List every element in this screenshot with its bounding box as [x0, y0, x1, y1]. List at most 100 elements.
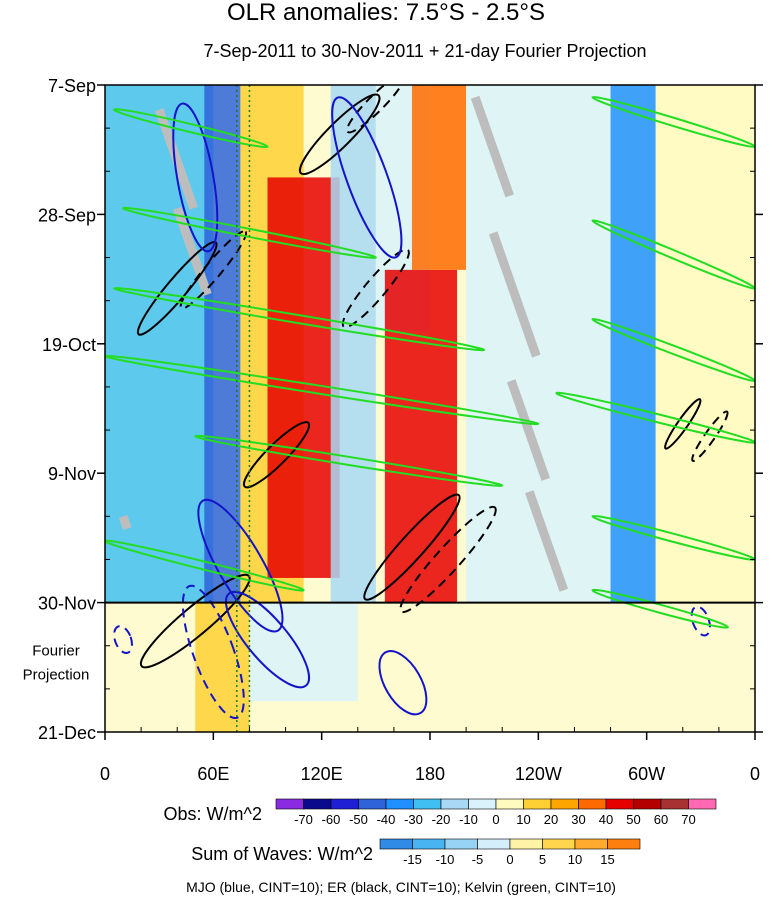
colorbar-cell	[413, 798, 442, 810]
colorbar-cell	[523, 798, 552, 810]
kelvin-contour	[591, 317, 755, 382]
colorbar-cell	[578, 798, 607, 810]
anomaly-band	[204, 85, 241, 603]
missing-data-marks	[118, 95, 569, 592]
projection-label: Fourier Projection	[23, 642, 90, 683]
colorbar-tick-label: 40	[599, 812, 613, 827]
colorbar-cell	[477, 838, 511, 850]
colorbar-tick-label: -15	[403, 852, 422, 867]
colorbar-tick-label: -70	[294, 812, 313, 827]
anomaly-band	[105, 85, 214, 603]
contour-legend: MJO (blue, CINT=10); ER (black, CINT=10)…	[186, 879, 616, 895]
obs-colorbar: -70 -60 -50 -40 -30 -20 -10 0 10 20 30 40 50 60 70	[275, 798, 717, 827]
colorbar-cell	[607, 838, 641, 850]
colorbar-tick-label: -10	[459, 812, 478, 827]
colorbar-tick-label: 70	[681, 812, 695, 827]
colorbar-cell	[468, 798, 497, 810]
er-contour	[242, 421, 311, 489]
x-tick-label: 120W	[515, 764, 562, 784]
colorbar-tick-label: 0	[492, 812, 499, 827]
colorbar-cell	[633, 798, 662, 810]
x-tick-label: 60W	[628, 764, 665, 784]
kelvin-contour	[105, 354, 540, 426]
colorbar-tick-label: 15	[600, 852, 614, 867]
colorbar-tick-label: -30	[404, 812, 423, 827]
anomaly-band	[249, 602, 358, 702]
x-tick-label: 60E	[197, 764, 229, 784]
kelvin-contour	[555, 391, 755, 444]
mjo-contour	[113, 625, 133, 655]
x-tick-label: 180	[415, 764, 445, 784]
y-axis: 7-Sep 28-Sep 19-Oct 9-Nov 30-Nov 21-Dec	[38, 76, 763, 743]
colorbar-cell	[509, 838, 543, 850]
missing-data-mark	[507, 379, 551, 481]
colorbar-tick-label: 0	[506, 852, 513, 867]
y-tick-label: 19-Oct	[42, 335, 96, 355]
y-tick-label: 9-Nov	[48, 464, 96, 484]
x-axis: 0 60E 120E 180 120W 60W 0	[100, 727, 760, 784]
y-tick-label: 30-Nov	[38, 594, 96, 614]
colorbar-tick-label: 10	[568, 852, 582, 867]
er-contour	[399, 505, 497, 614]
kelvin-contour	[591, 588, 729, 629]
kelvin-contours	[105, 96, 755, 629]
plot-area	[105, 85, 755, 732]
anomaly-band	[655, 85, 755, 603]
mjo-contour	[225, 590, 310, 689]
colorbar-cell	[412, 838, 446, 850]
y-tick-label: 7-Sep	[48, 76, 96, 96]
obs-colorbar-label: Obs: W/m^2	[164, 804, 262, 824]
colorbar-cell	[275, 798, 304, 810]
kelvin-contour	[113, 287, 486, 352]
colorbar-tick-label: -20	[432, 812, 451, 827]
projection-label-line: Fourier	[32, 642, 80, 659]
colorbar-tick-label: 10	[516, 812, 530, 827]
colorbar-cell	[574, 838, 608, 850]
mjo-contour	[172, 102, 219, 253]
colorbar-cell	[660, 798, 689, 810]
colorbar-cell	[358, 798, 387, 810]
projection-label-line: Projection	[23, 666, 90, 683]
colorbar-tick-label: 50	[626, 812, 640, 827]
x-tick-label: 120E	[301, 764, 343, 784]
er-contour	[363, 493, 461, 601]
anomaly-band	[411, 85, 467, 270]
colorbar-cell	[379, 838, 413, 850]
colorbar-cell	[542, 838, 576, 850]
kelvin-contour	[194, 434, 504, 487]
colorbar-cell	[495, 798, 524, 810]
colorbar-cell	[550, 798, 579, 810]
missing-data-mark	[470, 95, 514, 198]
colorbar-tick-label: -10	[436, 852, 455, 867]
missing-data-mark	[488, 231, 541, 358]
colorbar-tick-label: 20	[544, 812, 558, 827]
x-tick-label: 0	[750, 764, 760, 784]
colorbar-tick-label: -60	[322, 812, 341, 827]
waves-colorbar-label: Sum of Waves: W/m^2	[191, 844, 373, 864]
colorbar-cell	[440, 798, 469, 810]
anomaly-band	[384, 269, 458, 603]
mjo-contour	[331, 96, 403, 259]
waves-colorbar: -15 -10 -5 0 5 10 15	[379, 838, 641, 867]
er-contour	[179, 230, 248, 310]
kelvin-contour	[113, 108, 269, 149]
colorbar-tick-label: 30	[571, 812, 585, 827]
colorbar-cell	[444, 838, 478, 850]
chart-subtitle: 7-Sep-2011 to 30-Nov-2011 + 21-day Fouri…	[203, 41, 646, 61]
kelvin-contour	[591, 219, 755, 290]
colorbar-tick-label: 60	[654, 812, 668, 827]
missing-data-mark	[525, 490, 569, 592]
mjo-contours	[113, 96, 711, 720]
colorbar-tick-label: -50	[349, 812, 368, 827]
anomaly-band	[195, 602, 250, 732]
y-tick-label: 28-Sep	[38, 205, 96, 225]
colorbar-cell	[303, 798, 332, 810]
er-contour	[341, 248, 410, 329]
colorbar-cell	[605, 798, 634, 810]
colorbar-cell	[385, 798, 414, 810]
x-tick-label: 0	[100, 764, 110, 784]
mjo-contour	[197, 498, 284, 633]
colorbar-tick-label: -40	[377, 812, 396, 827]
kelvin-contour	[122, 206, 377, 259]
